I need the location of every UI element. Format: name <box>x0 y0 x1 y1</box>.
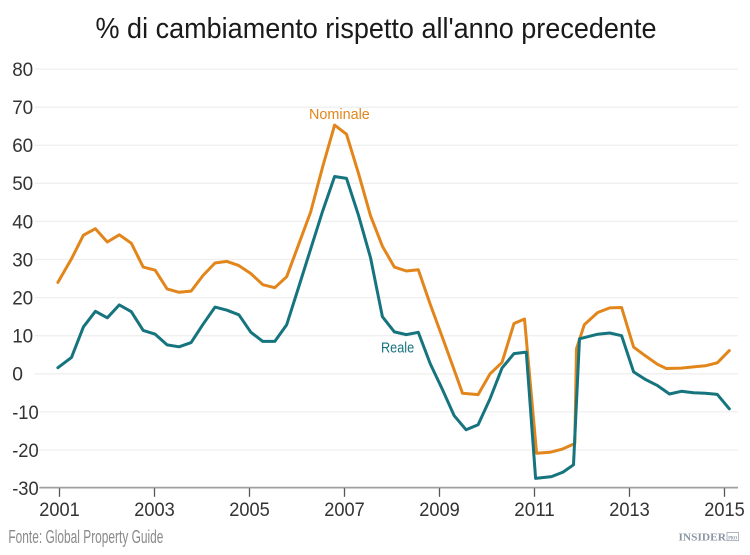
svg-text:2001: 2001 <box>39 500 80 521</box>
svg-text:2007: 2007 <box>324 500 365 521</box>
svg-text:2011: 2011 <box>514 500 555 521</box>
svg-text:20: 20 <box>12 289 33 310</box>
svg-text:2015: 2015 <box>704 500 745 521</box>
svg-text:-30: -30 <box>12 479 39 500</box>
svg-text:INSIDER: INSIDER <box>679 532 727 544</box>
svg-text:40: 40 <box>12 212 33 233</box>
svg-text:-10: -10 <box>12 403 39 424</box>
svg-text:60: 60 <box>12 136 33 157</box>
svg-text:0: 0 <box>12 365 23 386</box>
svg-text:2013: 2013 <box>609 500 650 521</box>
svg-text:50: 50 <box>12 174 33 195</box>
svg-text:Reale: Reale <box>381 340 414 357</box>
svg-text:2009: 2009 <box>419 500 460 521</box>
svg-text:% di cambiamento rispetto all': % di cambiamento rispetto all'anno prece… <box>96 13 657 45</box>
svg-text:30: 30 <box>12 250 33 271</box>
svg-text:Nominale: Nominale <box>309 106 370 123</box>
svg-text:-20: -20 <box>12 441 39 462</box>
svg-text:PRO: PRO <box>728 535 737 541</box>
svg-text:2003: 2003 <box>134 500 175 521</box>
svg-text:Fonte: Global Property Guide: Fonte: Global Property Guide <box>8 526 163 547</box>
svg-text:70: 70 <box>12 98 33 119</box>
svg-text:80: 80 <box>12 60 33 81</box>
svg-text:10: 10 <box>12 327 33 348</box>
svg-text:2005: 2005 <box>229 500 270 521</box>
